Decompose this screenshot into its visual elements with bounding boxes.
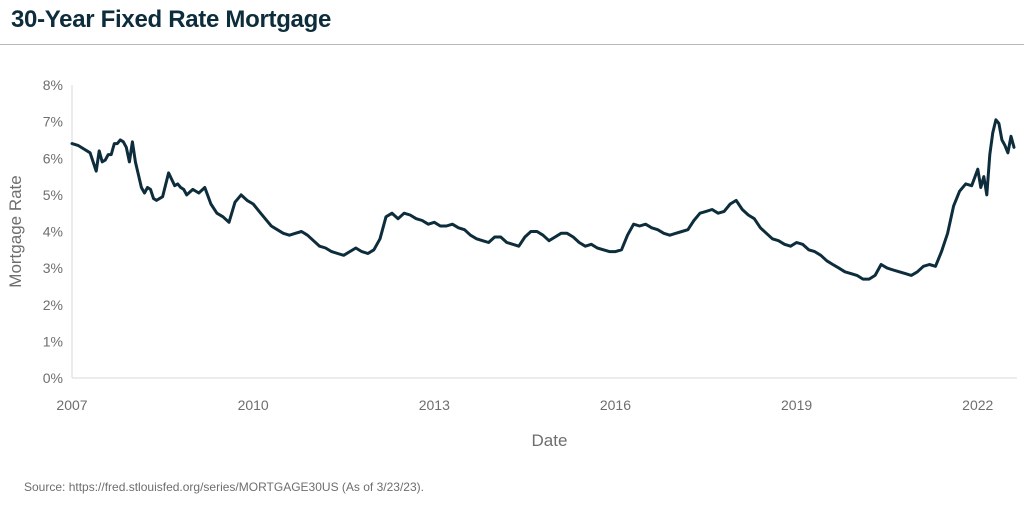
y-tick-label: 5% — [43, 187, 63, 203]
y-tick-label: 1% — [43, 333, 63, 349]
chart-header: 30-Year Fixed Rate Mortgage — [0, 0, 1024, 45]
y-tick-label: 0% — [43, 370, 63, 386]
y-tick-label: 2% — [43, 297, 63, 313]
x-axis-title: Date — [532, 431, 568, 450]
y-axis-title: Mortgage Rate — [6, 175, 25, 287]
x-tick-label: 2013 — [419, 397, 450, 413]
x-tick-label: 2019 — [781, 397, 812, 413]
y-tick-label: 4% — [43, 224, 63, 240]
y-tick-label: 7% — [43, 114, 63, 130]
chart-title: 30-Year Fixed Rate Mortgage — [11, 6, 332, 33]
y-tick-label: 8% — [43, 77, 63, 93]
x-tick-label: 2010 — [238, 397, 269, 413]
x-tick-label: 2022 — [962, 397, 993, 413]
y-tick-label: 6% — [43, 150, 63, 166]
y-tick-label: 3% — [43, 260, 63, 276]
x-tick-label: 2016 — [600, 397, 631, 413]
source-note: Source: https://fred.stlouisfed.org/seri… — [24, 480, 424, 494]
mortgage-rate-line — [70, 118, 1016, 281]
x-tick-label: 2007 — [56, 397, 87, 413]
